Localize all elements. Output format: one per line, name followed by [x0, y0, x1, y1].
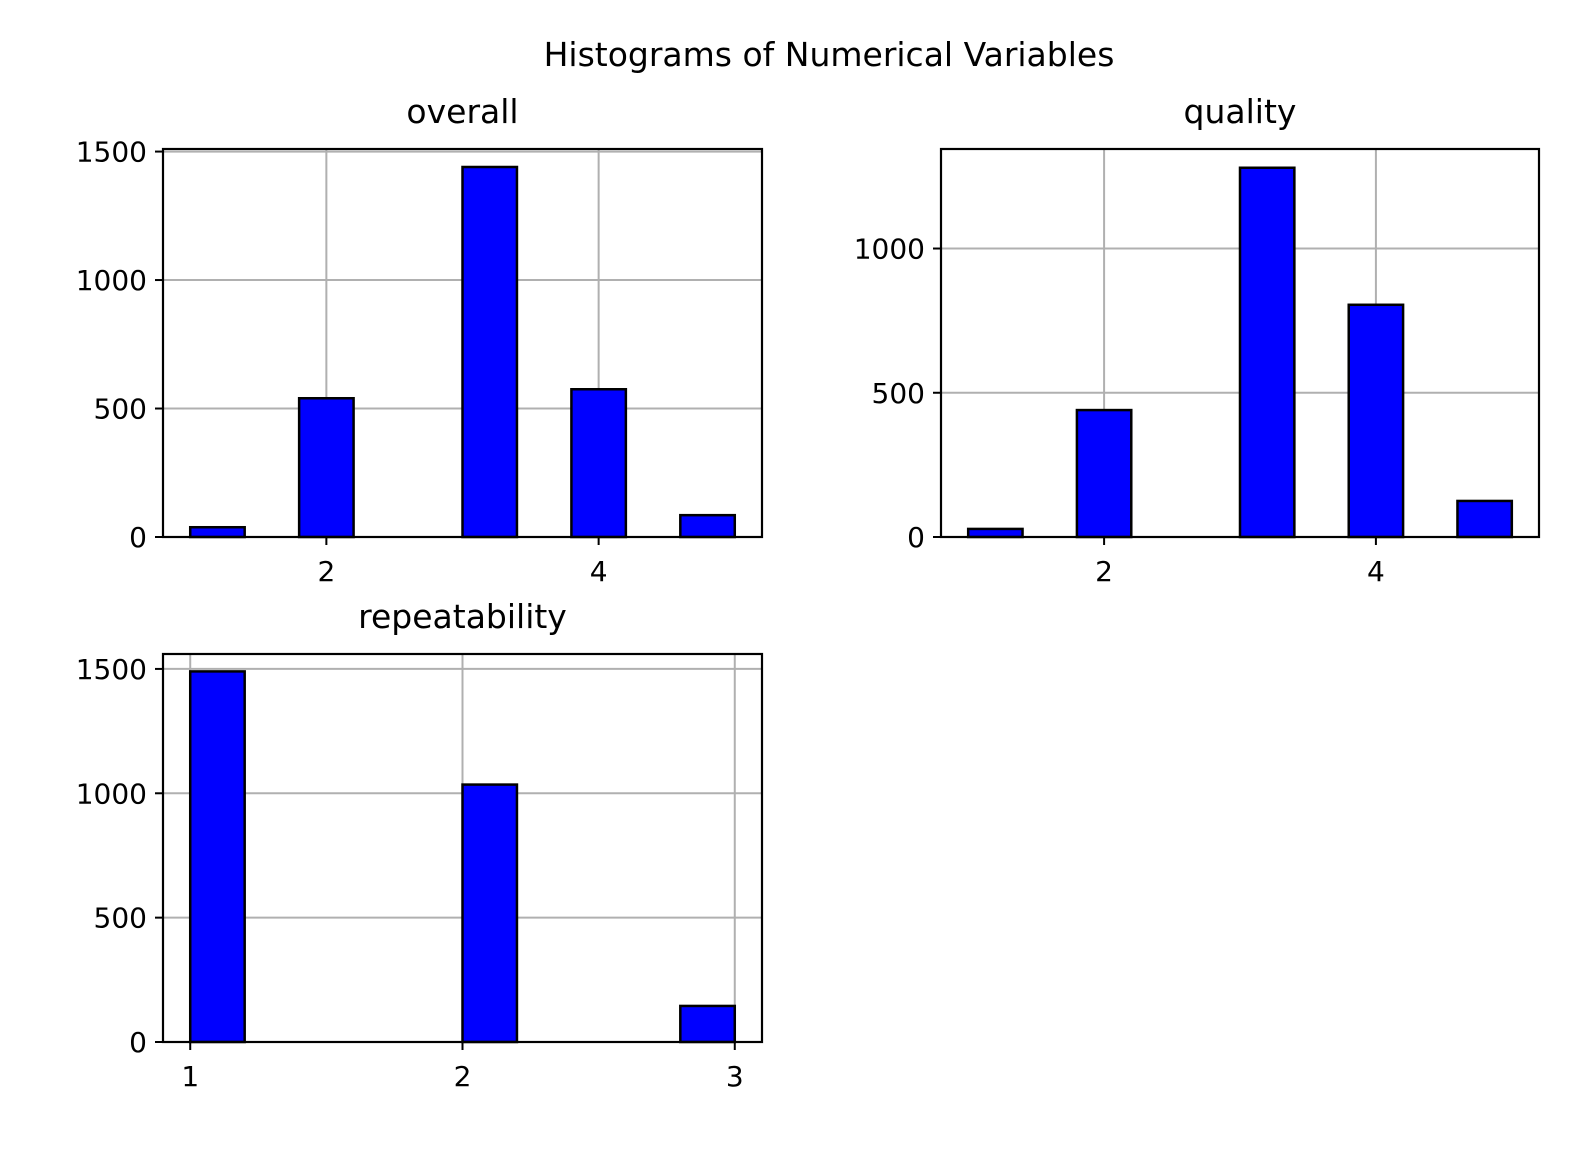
x-tick-label: 2 [1095, 555, 1113, 588]
overall-bar-2 [297, 396, 355, 539]
y-tick-label: 1500 [76, 653, 147, 686]
overall-bar-1 [188, 525, 246, 539]
y-tick-label: 1000 [76, 777, 147, 810]
y-tick-label: 0 [907, 521, 925, 554]
figure-title: Histograms of Numerical Variables [544, 35, 1115, 74]
y-tick-label: 500 [872, 377, 925, 410]
quality-bar-2 [1075, 408, 1133, 539]
y-tick-label: 0 [129, 1026, 147, 1059]
overall-axes-frame [161, 147, 764, 539]
quality-bar-4 [1347, 303, 1405, 539]
y-tick-label: 1000 [76, 264, 147, 297]
overall-bar-4 [570, 388, 628, 539]
quality-axes-frame [939, 147, 1541, 539]
repeatability-bar-3 [679, 1004, 737, 1044]
histogram-panel-overall: 2 4 0 500 1000 1500 overall [76, 92, 764, 588]
repeatability-bar-2 [461, 783, 519, 1044]
histogram-panel-repeatability: 1 2 3 0 500 1000 1500 repeatability [76, 597, 764, 1093]
x-tick-label: 4 [1367, 555, 1385, 588]
quality-bar-5 [1456, 499, 1514, 539]
y-tick-label: 500 [94, 902, 147, 935]
repeatability-bar-1 [188, 670, 246, 1044]
x-tick-label: 4 [590, 555, 608, 588]
x-tick-label: 2 [317, 555, 335, 588]
x-tick-label: 1 [181, 1060, 199, 1093]
overall-bar-3 [461, 165, 519, 539]
repeatability-subplot-title: repeatability [358, 597, 567, 636]
histogram-panel-quality: 2 4 0 500 1000 quality [854, 92, 1541, 588]
quality-bar-3 [1238, 166, 1296, 539]
quality-subplot-title: quality [1184, 92, 1297, 131]
overall-bar-5 [679, 513, 737, 539]
overall-subplot-title: overall [406, 92, 518, 131]
y-tick-label: 0 [129, 521, 147, 554]
y-tick-label: 1000 [854, 233, 925, 266]
y-tick-label: 1500 [76, 136, 147, 169]
quality-bar-1 [966, 527, 1024, 539]
y-tick-label: 500 [94, 393, 147, 426]
x-tick-label: 2 [454, 1060, 472, 1093]
x-tick-label: 3 [726, 1060, 744, 1093]
